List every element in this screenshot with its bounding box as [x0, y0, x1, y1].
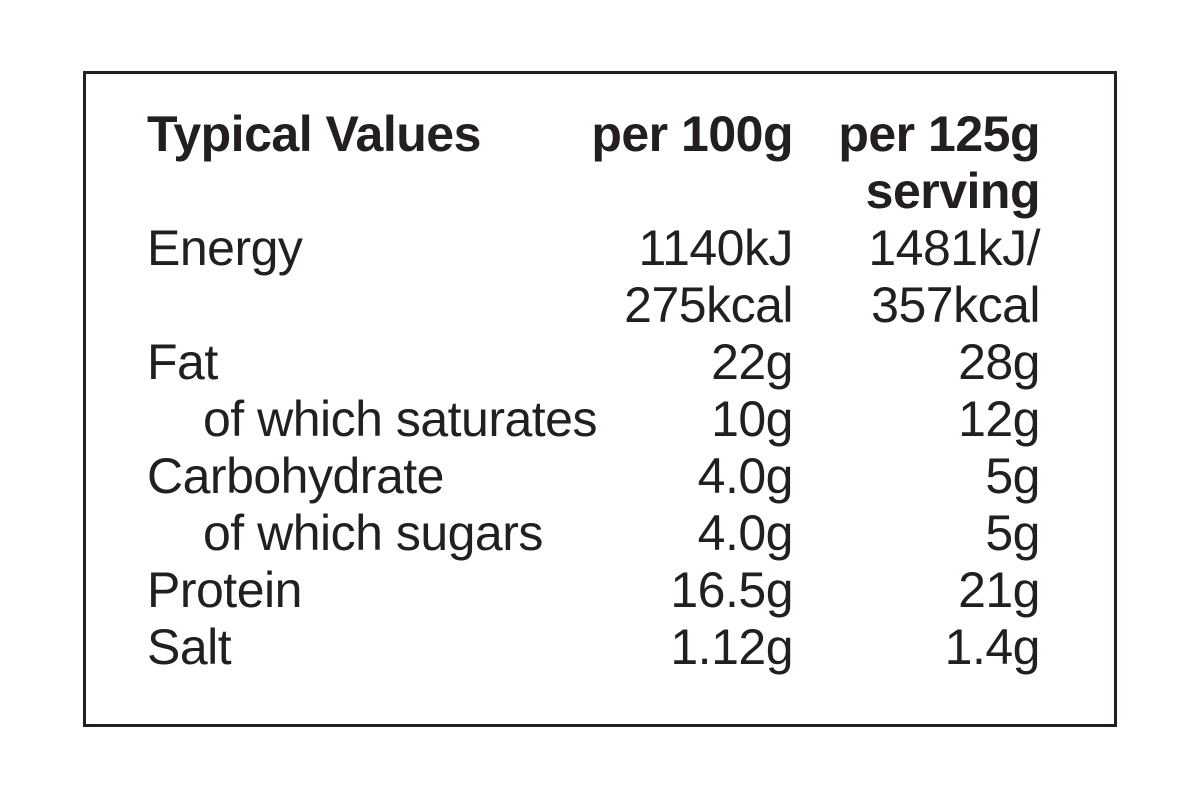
value-per-100g: 275kcal: [624, 277, 793, 333]
table-header-row-serving: serving: [147, 163, 1041, 220]
row-label: of which saturates: [203, 391, 597, 447]
table-row-fat: Fat 22g 28g: [147, 334, 1040, 391]
nutrition-label-box: Typical Values per 100g per 125g serving…: [83, 71, 1117, 727]
header-per-100g: per 100g: [591, 106, 793, 162]
row-label: Carbohydrate: [147, 448, 444, 504]
table-row-salt: Salt 1.12g 1.4g: [147, 619, 1041, 676]
value-per-125g: 21g: [958, 562, 1040, 618]
header-per-125g: per 125g: [838, 106, 1040, 162]
value-per-125g: 28g: [958, 334, 1040, 390]
value-per-125g: 5g: [985, 505, 1040, 561]
row-label: of which sugars: [203, 505, 543, 561]
nutrition-table: Typical Values per 100g per 125g serving…: [147, 106, 1041, 676]
value-per-100g: 22g: [711, 334, 793, 390]
value-per-100g: 1.12g: [670, 619, 793, 675]
row-label: Fat: [147, 334, 218, 390]
row-label: Energy: [147, 220, 303, 276]
table-row-carbohydrate: Carbohydrate 4.0g 5g: [147, 448, 1040, 505]
header-typical-values: Typical Values: [147, 106, 481, 162]
table-row-sugars: of which sugars 4.0g 5g: [147, 505, 1040, 562]
value-per-100g: 4.0g: [697, 448, 794, 504]
row-label: Protein: [147, 562, 302, 618]
table-row-protein: Protein 16.5g 21g: [147, 562, 1040, 619]
table-row-saturates: of which saturates 10g 12g: [147, 391, 1040, 448]
value-per-125g: 357kcal: [871, 277, 1040, 333]
value-per-100g: 10g: [711, 391, 793, 447]
value-per-125g: 1.4g: [944, 619, 1041, 675]
value-per-125g: 5g: [985, 448, 1040, 504]
value-per-125g: 1481kJ/: [868, 220, 1040, 276]
value-per-100g: 16.5g: [670, 562, 793, 618]
row-label: Salt: [147, 619, 232, 675]
table-row-energy: Energy 1140kJ 1481kJ/: [147, 220, 1040, 277]
value-per-100g: 1140kJ: [638, 220, 793, 276]
header-serving: serving: [865, 163, 1041, 219]
value-per-125g: 12g: [958, 391, 1040, 447]
table-row-energy-kcal: 275kcal 357kcal: [147, 277, 1040, 334]
value-per-100g: 4.0g: [697, 505, 794, 561]
table-header-row: Typical Values per 100g per 125g: [147, 106, 1040, 163]
